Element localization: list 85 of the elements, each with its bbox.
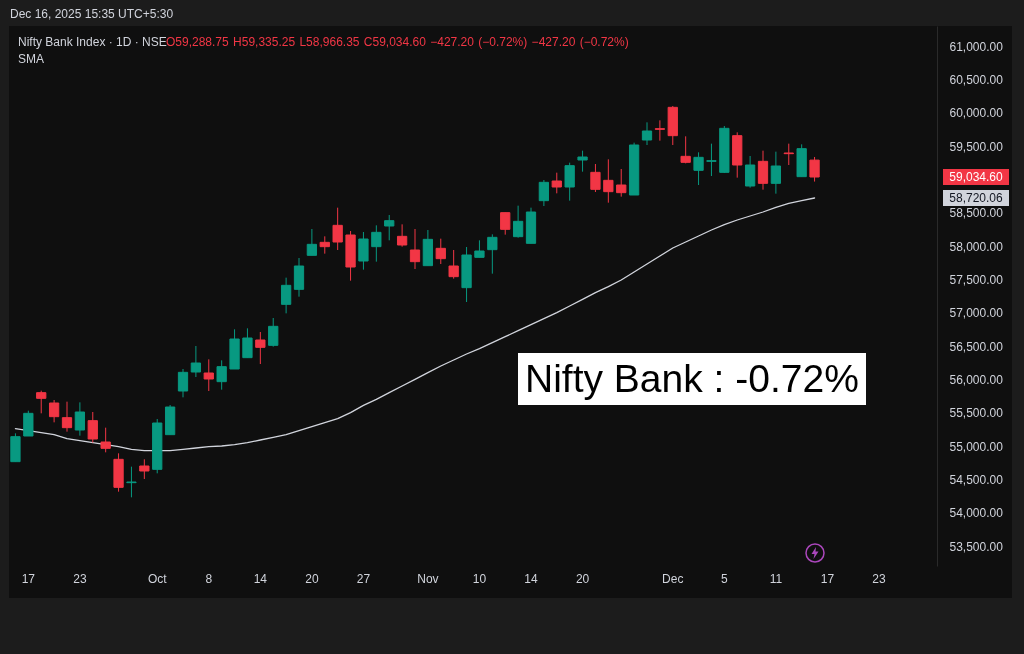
candlestick (396, 223, 408, 248)
y-tick-label: 55,000.00 (949, 439, 1004, 454)
candlestick (706, 143, 717, 177)
text: O59,288.75 H59,335.25 L58,966.35 C59,034.60 −427.20 (−0.72%) −427.20 (−0.72%) (166, 35, 629, 49)
candlestick (293, 257, 305, 298)
candlestick (48, 399, 60, 423)
candlestick (487, 233, 498, 275)
candlestick (61, 401, 73, 433)
candlestick (783, 143, 794, 166)
candlestick (371, 224, 382, 263)
candlestick (242, 327, 253, 359)
candlestick (757, 150, 769, 191)
candlestick (538, 179, 550, 207)
y-tick-label: 56,500.00 (949, 339, 1004, 354)
x-tick-label: 20 (305, 571, 319, 586)
candlestick (409, 228, 421, 270)
candlestick (332, 207, 343, 251)
y-tick-label: 57,000.00 (949, 306, 1004, 321)
y-tick-label: 57,500.00 (949, 272, 1004, 287)
y-tick-label: 56,000.00 (949, 372, 1004, 387)
x-tick-label: 11 (769, 571, 783, 586)
y-tick-label: 60,000.00 (949, 106, 1004, 121)
candlestick (680, 135, 691, 164)
x-tick-label: 23 (73, 571, 87, 586)
candlestick (603, 158, 614, 204)
text: Dec 16, 2025 15:35 UTC+5:30 (10, 7, 174, 21)
x-tick-label: Nov (417, 571, 439, 586)
x-tick-label: 10 (472, 571, 487, 586)
x-tick-label: 27 (356, 571, 371, 586)
candlestick (500, 212, 511, 236)
candlestick (551, 172, 562, 194)
candlestick (641, 121, 653, 146)
y-tick-label: 55,500.00 (949, 406, 1004, 421)
candlestick (190, 345, 202, 378)
candlestick (216, 359, 227, 391)
text: Nifty Bank Index · 1D · NSE (18, 35, 167, 49)
candlestick (23, 410, 34, 437)
text: 59,034.60 (943, 169, 1009, 186)
y-tick-label: 58,000.00 (949, 239, 1004, 254)
candlestick (139, 458, 150, 480)
y-tick-label: 58,500.00 (949, 206, 1004, 221)
candlestick (809, 156, 820, 183)
candlestick (616, 168, 627, 198)
candlestick (770, 151, 782, 195)
candlestick (577, 150, 588, 173)
candlestick (255, 331, 266, 365)
candlestick (268, 317, 279, 348)
x-tick-label: 23 (872, 571, 886, 586)
candlestick (100, 427, 111, 453)
x-tick-label: 5 (720, 571, 728, 586)
candlestick (512, 205, 524, 239)
annotation: Nifty Bank : -0.72% (518, 353, 866, 405)
text: SMA (18, 52, 45, 66)
candlestick (435, 238, 446, 265)
x-tick-label: 20 (575, 571, 590, 586)
candlestick (36, 390, 47, 414)
candlestick (87, 411, 98, 444)
x-tick-label: 17 (820, 571, 835, 586)
text: 58,720.06 (943, 190, 1009, 206)
y-tick-label: 60,500.00 (949, 72, 1004, 87)
candlestick (590, 163, 601, 193)
candlestick (306, 228, 318, 256)
candlestick (280, 277, 292, 314)
y-tick-label: 54,000.00 (949, 506, 1004, 521)
y-tick-label: 61,000.00 (949, 39, 1004, 54)
candlestick (203, 358, 214, 392)
x-tick-label: 17 (21, 571, 36, 586)
candlestick (384, 214, 395, 241)
candlestick (654, 119, 666, 142)
y-tick-label: 54,500.00 (949, 472, 1004, 487)
candlestick (693, 151, 704, 186)
x-tick-label: 14 (253, 571, 268, 586)
candlestick (177, 368, 189, 398)
x-tick-label: 8 (205, 571, 213, 586)
x-tick-label: 14 (524, 571, 538, 586)
candlestick (358, 231, 369, 271)
y-tick-label: 53,500.00 (949, 539, 1004, 554)
x-tick-label: Oct (147, 571, 168, 586)
candlestick (74, 401, 86, 437)
candlestick (564, 162, 575, 202)
x-tick-label: Dec (662, 571, 684, 586)
candlestick (126, 466, 137, 498)
y-tick-label: 59,500.00 (949, 139, 1004, 154)
candlestick (744, 155, 756, 189)
candlestick (448, 249, 459, 280)
